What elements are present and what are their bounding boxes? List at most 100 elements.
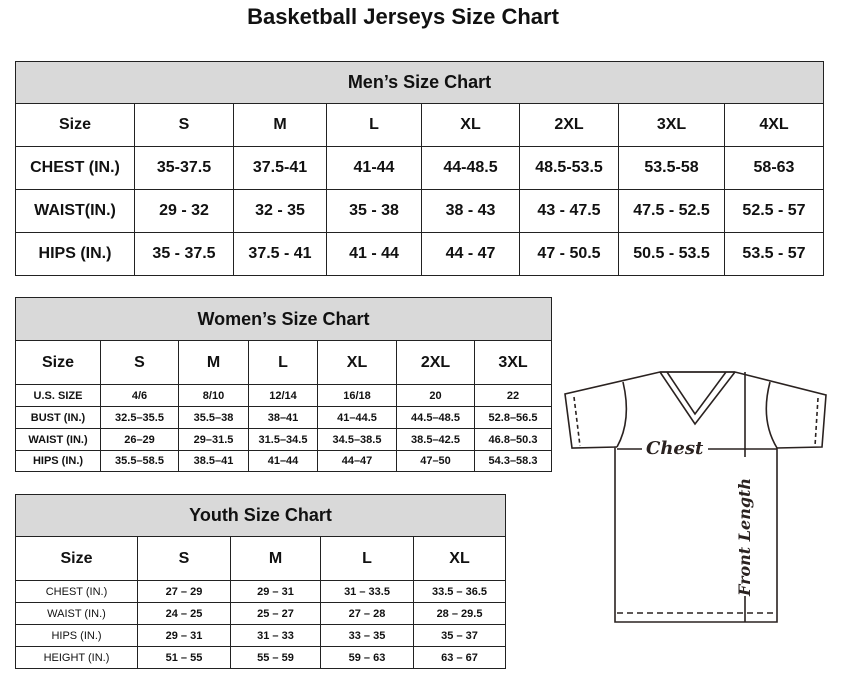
row-label: WAIST (IN.) — [15, 602, 138, 625]
table-cell: 58-63 — [724, 146, 824, 190]
table-row: HEIGHT (IN.) 51 – 55 55 – 59 59 – 63 63 – 67 — [15, 646, 507, 669]
table-cell: 37.5-41 — [233, 146, 327, 190]
table-cell: 43 - 47.5 — [519, 189, 619, 233]
table-cell: 20 — [396, 384, 475, 407]
table-cell: 31 – 33 — [230, 624, 321, 647]
table-cell: 53.5 - 57 — [724, 232, 824, 276]
table-cell: 31.5–34.5 — [248, 428, 318, 451]
mens-size-table: Men’s Size Chart Size S M L XL 2XL 3XL 4XL CHES… — [15, 61, 824, 276]
table-cell: 32.5–35.5 — [100, 406, 179, 429]
table-cell: 41-44 — [326, 146, 422, 190]
table-cell: 44 - 47 — [421, 232, 520, 276]
table-cell: 35 - 37.5 — [134, 232, 234, 276]
table-cell: L — [320, 536, 414, 581]
table-cell: 63 – 67 — [412, 646, 507, 669]
table-cell: M — [230, 536, 321, 581]
table-cell: 29 – 31 — [137, 624, 231, 647]
youth-size-table: Youth Size Chart Size S M L XL CHEST (IN.) 27… — [14, 494, 507, 669]
sleeve-hem-dashes — [573, 396, 819, 447]
row-label: HEIGHT (IN.) — [15, 646, 138, 669]
table-cell: M — [233, 103, 327, 147]
chest-label: Chest — [646, 438, 704, 459]
table-title: Youth Size Chart — [14, 494, 507, 537]
front-length-label: Front Length — [735, 478, 754, 597]
row-label: HIPS (IN.) — [15, 450, 101, 472]
row-label: BUST (IN.) — [15, 406, 101, 429]
shirt-outline — [564, 371, 827, 623]
table-cell: L — [326, 103, 422, 147]
table-cell: 35 - 38 — [326, 189, 422, 233]
table-cell: 52.8–56.5 — [473, 406, 553, 429]
table-row: HIPS (IN.) 29 – 31 31 – 33 33 – 35 35 – 37 — [15, 624, 507, 647]
row-label: HIPS (IN.) — [15, 624, 138, 647]
table-cell: 59 – 63 — [320, 646, 414, 669]
table-cell: S — [100, 340, 179, 385]
row-label: Size — [15, 340, 101, 385]
table-cell: 53.5-58 — [618, 146, 725, 190]
table-cell: M — [178, 340, 249, 385]
table-cell: 37.5 - 41 — [233, 232, 327, 276]
table-cell: XL — [317, 340, 397, 385]
table-cell: 41 - 44 — [326, 232, 422, 276]
page-title: Basketball Jerseys Size Chart — [247, 4, 559, 29]
table-cell: 35 – 37 — [412, 624, 507, 647]
table-row: U.S. SIZE 4/6 8/10 12/14 16/18 20 22 — [15, 384, 553, 407]
table-cell: 3XL — [618, 103, 725, 147]
table-cell: 50.5 - 53.5 — [618, 232, 725, 276]
table-cell: 38.5–42.5 — [396, 428, 475, 451]
table-row: WAIST (IN.) 24 – 25 25 – 27 27 – 28 28 – 29.… — [15, 602, 507, 625]
table-cell: 54.3–58.3 — [473, 450, 553, 472]
table-header-row: Size S M L XL — [15, 536, 507, 581]
table-cell: 22 — [473, 384, 553, 407]
table-cell: 4XL — [724, 103, 824, 147]
table-row: CHEST (IN.) 27 – 29 29 – 31 31 – 33.5 33.5 –… — [15, 580, 507, 603]
row-label: U.S. SIZE — [15, 384, 101, 407]
table-cell: 24 – 25 — [137, 602, 231, 625]
table-cell: 41–44 — [248, 450, 318, 472]
table-cell: 35-37.5 — [134, 146, 234, 190]
table-row: CHEST (IN.) 35-37.5 37.5-41 41-44 44-48.5 48.… — [15, 146, 824, 190]
table-cell: XL — [412, 536, 507, 581]
table-cell: S — [134, 103, 234, 147]
table-cell: 34.5–38.5 — [317, 428, 397, 451]
table-cell: 3XL — [473, 340, 553, 385]
table-row: HIPS (IN.) 35.5–58.5 38.5–41 41–44 44–47 47–5… — [15, 450, 553, 472]
table-header-row: Size S M L XL 2XL 3XL — [15, 340, 553, 385]
table-cell: 16/18 — [317, 384, 397, 407]
table-cell: 47.5 - 52.5 — [618, 189, 725, 233]
table-cell: 33.5 – 36.5 — [412, 580, 507, 603]
table-cell: 4/6 — [100, 384, 179, 407]
table-row: HIPS (IN.) 35 - 37.5 37.5 - 41 41 - 44 44 - … — [15, 232, 824, 276]
table-cell: 26–29 — [100, 428, 179, 451]
table-cell: S — [137, 536, 231, 581]
row-label: Size — [15, 103, 135, 147]
table-cell: 27 – 28 — [320, 602, 414, 625]
table-cell: 44-48.5 — [421, 146, 520, 190]
table-cell: 38 - 43 — [421, 189, 520, 233]
table-cell: 25 – 27 — [230, 602, 321, 625]
shirt-collar — [659, 371, 736, 426]
table-cell: 44–47 — [317, 450, 397, 472]
table-row: BUST (IN.) 32.5–35.5 35.5–38 38–41 41–44.5 44… — [15, 406, 553, 429]
table-cell: 29 – 31 — [230, 580, 321, 603]
table-cell: 44.5–48.5 — [396, 406, 475, 429]
row-label: CHEST (IN.) — [15, 580, 138, 603]
table-cell: 29–31.5 — [178, 428, 249, 451]
table-cell: 38.5–41 — [178, 450, 249, 472]
table-cell: 31 – 33.5 — [320, 580, 414, 603]
table-title: Men’s Size Chart — [15, 61, 824, 104]
table-row: WAIST(IN.) 29 - 32 32 - 35 35 - 38 38 - 43 43… — [15, 189, 824, 233]
table-cell: 28 – 29.5 — [412, 602, 507, 625]
row-label: Size — [15, 536, 138, 581]
table-row: WAIST (IN.) 26–29 29–31.5 31.5–34.5 34.5–38.… — [15, 428, 553, 451]
table-header-row: Size S M L XL 2XL 3XL 4XL — [15, 103, 824, 147]
table-cell: 12/14 — [248, 384, 318, 407]
table-cell: 48.5-53.5 — [519, 146, 619, 190]
table-cell: 32 - 35 — [233, 189, 327, 233]
table-cell: XL — [421, 103, 520, 147]
row-label: WAIST (IN.) — [15, 428, 101, 451]
jersey-measurement-diagram: Chest Front Length — [564, 371, 827, 623]
table-cell: 51 – 55 — [137, 646, 231, 669]
row-label: CHEST (IN.) — [15, 146, 135, 190]
row-label: HIPS (IN.) — [15, 232, 135, 276]
